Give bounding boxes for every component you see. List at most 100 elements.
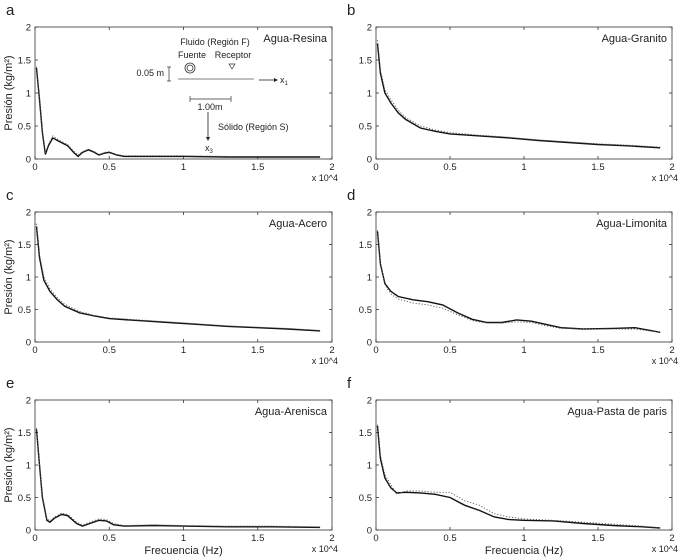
y-tick-label: 0 (367, 338, 372, 349)
y-tick-label: 0 (367, 526, 372, 537)
x3-subscript: 3 (210, 149, 214, 155)
x-tick-label: 0 (373, 533, 378, 544)
y-tick-label: 1 (26, 273, 31, 284)
panel-letter: c (6, 187, 14, 204)
series-solid-line (35, 226, 321, 332)
y-tick-label: 1 (26, 89, 31, 100)
fluid-region-label: Fluido (Región F) (180, 37, 250, 47)
panel-title: Agua-Pasta de paris (567, 406, 667, 418)
y-tick-label: 2 (367, 23, 372, 34)
x-tick-label: 0.5 (443, 345, 456, 356)
x-tick-label: 1.5 (591, 533, 604, 544)
y-tick-label: 1.5 (359, 428, 372, 439)
x-tick-label: 0 (373, 162, 378, 173)
y-axis-label: Presión (kg/m²) (3, 427, 15, 502)
series-dotted-line (377, 230, 661, 333)
x-tick-label: 1.5 (251, 533, 264, 544)
y-tick-label: 2 (26, 396, 31, 407)
x1-subscript: 1 (285, 81, 289, 87)
x-tick-label: 1.5 (591, 345, 604, 356)
y-tick-label: 0.5 (18, 493, 31, 504)
panel-letter: e (6, 375, 14, 392)
axes-frame (34, 211, 333, 343)
x-tick-label: 0.5 (443, 162, 456, 173)
y-axis-label: Presión (kg/m²) (3, 55, 15, 130)
panel-letter: a (6, 2, 15, 19)
height-bracket (167, 66, 171, 82)
y-tick-label: 2 (26, 208, 31, 219)
x3-letter: x (205, 143, 210, 153)
x-tick-label: 1 (181, 533, 186, 544)
panel-e: e0 0.5 1 1.5 200.511.52x 10^4Agua-AreniscaPr… (3, 375, 338, 557)
y-tick-label: 2 (367, 208, 372, 219)
x-multiplier: x 10^4 (312, 356, 338, 366)
x-tick-label: 1 (521, 533, 526, 544)
panel-a: a0 0.5 1 1.5 200.511.52x 10^4Agua-ResinaPres… (3, 2, 338, 183)
y-tick-label: 1 (367, 273, 372, 284)
y-tick-label: 0 (26, 155, 31, 166)
y-tick-label: 0.5 (359, 122, 372, 133)
y-tick-label: 1 (367, 461, 372, 472)
y-tick-label: 0.5 (18, 305, 31, 316)
y-tick-label: 0 (26, 338, 31, 349)
x3-label: x3 (205, 143, 214, 155)
panel-title: Agua-Acero (269, 218, 327, 230)
series-dotted-line (36, 223, 321, 331)
y-tick-label: 0.5 (359, 493, 372, 504)
x1-label: x1 (280, 75, 289, 87)
y-tick-label: 1.5 (18, 56, 31, 67)
x1-letter: x (280, 75, 285, 85)
x-multiplier: x 10^4 (652, 356, 678, 366)
panel-title: Agua-Resina (263, 33, 327, 45)
source-icon (184, 62, 196, 74)
x-tick-label: 0.5 (103, 345, 116, 356)
height-label: 0.05 m (136, 68, 164, 78)
panel-letter: d (347, 187, 355, 204)
x-tick-label: 2 (669, 345, 674, 356)
series-solid-line (35, 429, 321, 529)
panel-letter: f (347, 375, 352, 392)
x-tick-label: 1 (521, 345, 526, 356)
x-tick-label: 1 (181, 162, 186, 173)
series-dotted-line (377, 424, 661, 529)
panel-title: Agua-Arenisca (255, 406, 328, 418)
x-tick-label: 1 (181, 345, 186, 356)
x-axis-label: Frecuencia (Hz) (485, 545, 563, 557)
x-tick-label: 0 (32, 533, 37, 544)
y-tick-label: 0.5 (18, 122, 31, 133)
y-tick-label: 1.5 (18, 240, 31, 251)
x-tick-label: 2 (329, 345, 334, 356)
series-dotted-line (377, 40, 661, 148)
series-solid-line (35, 67, 321, 158)
x-multiplier: x 10^4 (652, 173, 678, 183)
series-dotted-line (36, 66, 321, 157)
x-tick-label: 0.5 (443, 533, 456, 544)
x-tick-label: 2 (669, 533, 674, 544)
x-multiplier: x 10^4 (312, 173, 338, 183)
x-tick-label: 0.5 (103, 533, 116, 544)
axes-frame (34, 399, 333, 531)
x-multiplier: x 10^4 (312, 544, 338, 554)
y-tick-label: 1.5 (359, 240, 372, 251)
solid-region-label: Sólido (Región S) (218, 122, 289, 132)
x-tick-label: 1 (521, 162, 526, 173)
x-tick-label: 2 (329, 533, 334, 544)
x-tick-label: 1.5 (251, 345, 264, 356)
x-tick-label: 1.5 (591, 162, 604, 173)
panel-title: Agua-Limonita (596, 218, 668, 230)
y-tick-label: 1.5 (359, 56, 372, 67)
panel-title: Agua-Granito (602, 33, 667, 45)
panel-c: c0 0.5 1 1.5 200.511.52x 10^4Agua-AceroPresi… (3, 187, 338, 366)
y-tick-label: 0.5 (359, 305, 372, 316)
y-tick-label: 1.5 (18, 428, 31, 439)
x3-arrowhead (206, 137, 210, 141)
distance-label: 1.00m (197, 102, 222, 112)
series-solid-line (376, 43, 661, 149)
panel-letter: b (347, 2, 355, 19)
y-tick-label: 0 (26, 526, 31, 537)
